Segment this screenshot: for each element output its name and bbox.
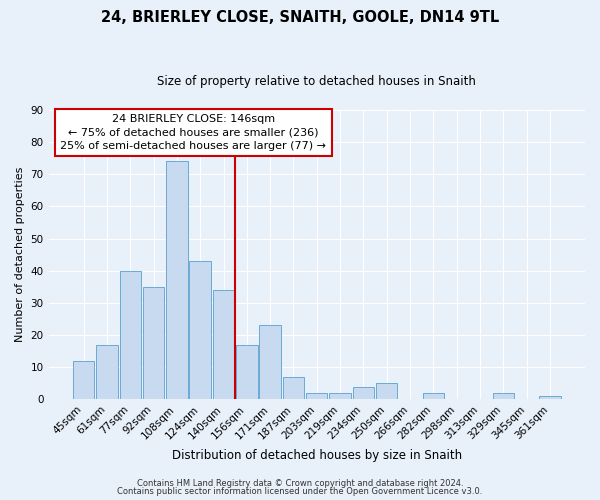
Bar (143, 287, 164, 400)
Bar (376, 384, 397, 400)
Bar (493, 393, 514, 400)
Bar (190, 261, 211, 400)
Bar (353, 386, 374, 400)
Y-axis label: Number of detached properties: Number of detached properties (15, 167, 25, 342)
Bar (166, 162, 188, 400)
Bar (306, 393, 328, 400)
Bar (329, 393, 351, 400)
Text: Contains HM Land Registry data © Crown copyright and database right 2024.: Contains HM Land Registry data © Crown c… (137, 478, 463, 488)
X-axis label: Distribution of detached houses by size in Snaith: Distribution of detached houses by size … (172, 450, 462, 462)
Bar (422, 393, 444, 400)
Bar (73, 361, 94, 400)
Bar (539, 396, 560, 400)
Bar (213, 290, 234, 400)
Bar (119, 271, 141, 400)
Bar (236, 345, 257, 400)
Title: Size of property relative to detached houses in Snaith: Size of property relative to detached ho… (157, 75, 476, 88)
Bar (283, 377, 304, 400)
Text: Contains public sector information licensed under the Open Government Licence v3: Contains public sector information licen… (118, 487, 482, 496)
Bar (96, 345, 118, 400)
Text: 24 BRIERLEY CLOSE: 146sqm
← 75% of detached houses are smaller (236)
25% of semi: 24 BRIERLEY CLOSE: 146sqm ← 75% of detac… (61, 114, 326, 150)
Text: 24, BRIERLEY CLOSE, SNAITH, GOOLE, DN14 9TL: 24, BRIERLEY CLOSE, SNAITH, GOOLE, DN14 … (101, 10, 499, 25)
Bar (259, 326, 281, 400)
